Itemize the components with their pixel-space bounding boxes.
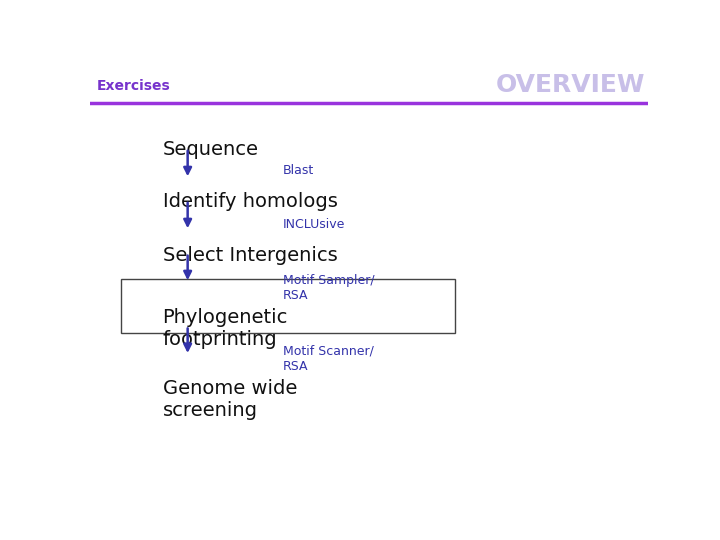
Text: Motif Sampler/
RSA: Motif Sampler/ RSA: [282, 274, 374, 302]
Text: Select Intergenics: Select Intergenics: [163, 246, 337, 265]
Text: Phylogenetic
footprinting: Phylogenetic footprinting: [163, 308, 288, 349]
Text: Motif Scanner/
RSA: Motif Scanner/ RSA: [282, 345, 374, 373]
Text: Blast: Blast: [282, 164, 314, 177]
Bar: [121, 279, 456, 333]
Text: INCLUsive: INCLUsive: [282, 218, 345, 231]
Text: OVERVIEW: OVERVIEW: [495, 73, 645, 97]
Text: Sequence: Sequence: [163, 140, 258, 159]
Text: Identify homologs: Identify homologs: [163, 192, 338, 211]
Text: Exercises: Exercises: [96, 79, 171, 92]
Text: Genome wide
screening: Genome wide screening: [163, 379, 297, 420]
